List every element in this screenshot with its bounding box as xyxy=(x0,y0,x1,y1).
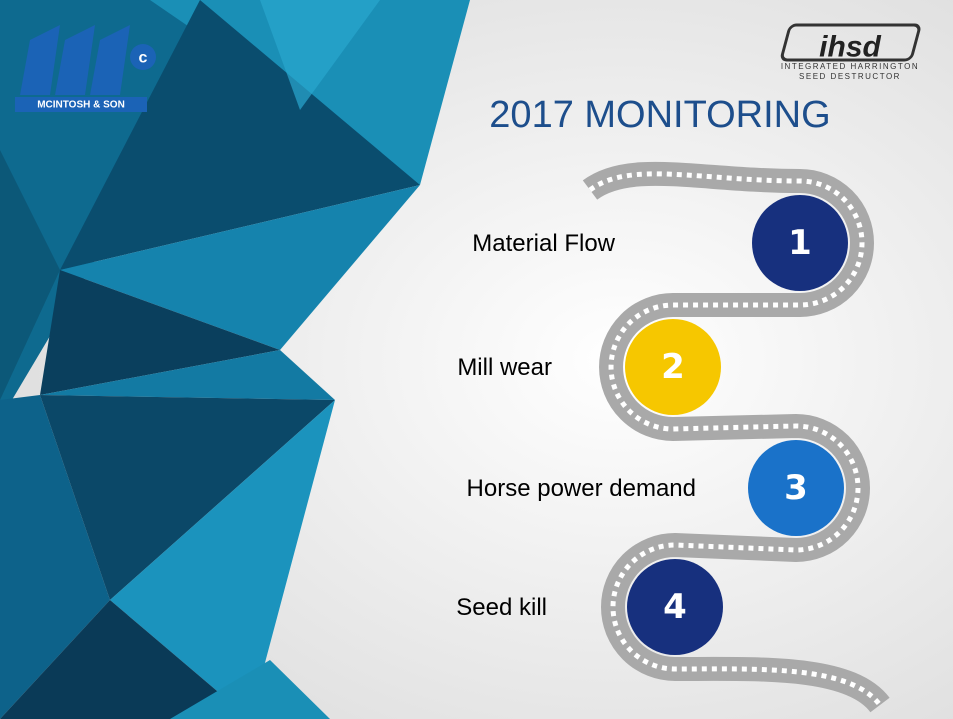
svg-text:c: c xyxy=(139,50,148,67)
slide-title: 2017 MONITORING xyxy=(489,94,830,136)
step-label: Material Flow xyxy=(472,230,615,257)
slide: c MCINTOSH & SON ihsd INTEGRATED HARRING… xyxy=(0,0,953,719)
logo-text: MCINTOSH & SON xyxy=(37,100,125,111)
step-label: Mill wear xyxy=(457,354,552,381)
brand-line: SEED DESTRUCTOR xyxy=(799,72,901,81)
step-number: 4 xyxy=(663,587,687,627)
brand-line: INTEGRATED HARRINGTON xyxy=(781,62,919,71)
page: c MCINTOSH & SON ihsd INTEGRATED HARRING… xyxy=(0,0,953,719)
step-label: Seed kill xyxy=(456,594,547,621)
brand-mark: ihsd xyxy=(819,31,881,64)
step-number: 3 xyxy=(784,468,808,508)
step-label: Horse power demand xyxy=(467,475,696,502)
step-number: 1 xyxy=(788,223,812,263)
step-number: 2 xyxy=(661,347,685,387)
